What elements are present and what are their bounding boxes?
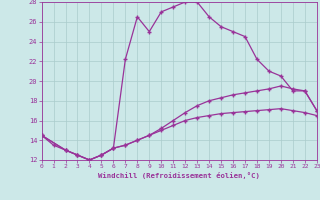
X-axis label: Windchill (Refroidissement éolien,°C): Windchill (Refroidissement éolien,°C) xyxy=(98,172,260,179)
